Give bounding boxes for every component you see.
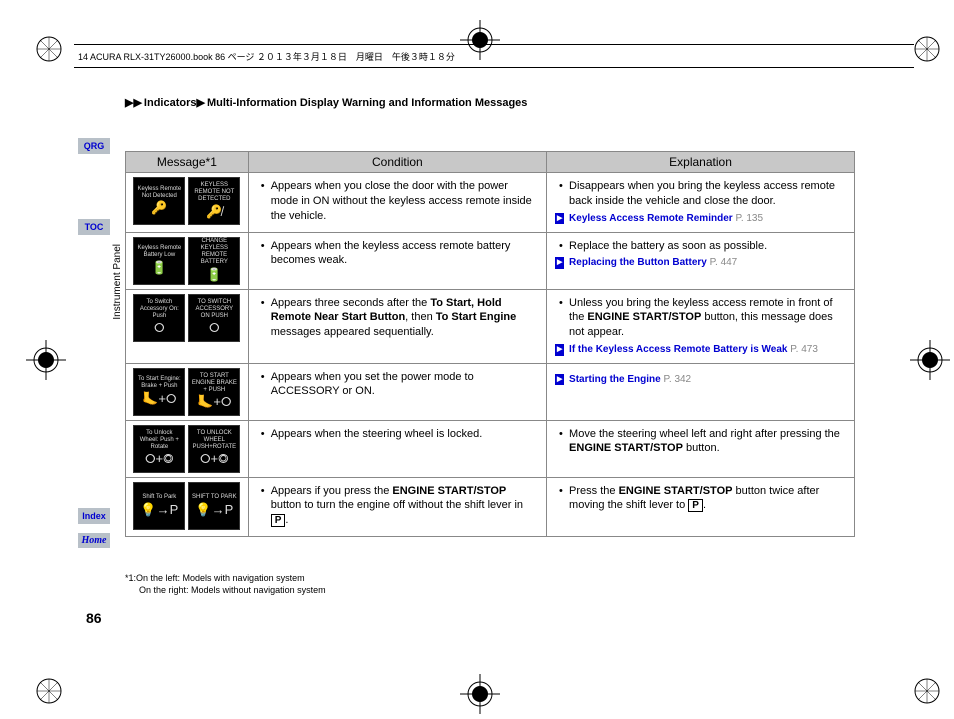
explanation-cell: Disappears when you bring the keyless ac… — [547, 173, 855, 233]
dashboard-message-icon: TO UNLOCK WHEEL PUSH+ROTATE⭘+◎ — [188, 425, 240, 473]
table-row: To Unlock Wheel: Push + Rotate⭘+◎TO UNLO… — [126, 420, 855, 477]
explanation-cell: Replace the battery as soon as possible.… — [547, 232, 855, 289]
col-explanation: Explanation — [547, 152, 855, 173]
dashboard-message-icon: To Unlock Wheel: Push + Rotate⭘+◎ — [133, 425, 185, 473]
dashboard-message-icon: Keyless Remote Battery Low🔋 — [133, 237, 185, 285]
file-header: 14 ACURA RLX-31TY26000.book 86 ページ ２０１３年… — [78, 50, 455, 63]
dashboard-message-icon: TO START ENGINE BRAKE + PUSH🦶+⭘ — [188, 368, 240, 416]
table-row: To Start Engine: Brake + Push🦶+⭘TO START… — [126, 363, 855, 420]
explanation-cell: Move the steering wheel left and right a… — [547, 420, 855, 477]
table-row: Keyless Remote Not Detected🔑KEYLESS REMO… — [126, 173, 855, 233]
explanation-cell: Press the ENGINE START/STOP button twice… — [547, 477, 855, 537]
condition-cell: Appears if you press the ENGINE START/ST… — [248, 477, 546, 537]
home-button[interactable]: Home — [78, 533, 110, 548]
sidebar: QRG TOC Index Home — [78, 138, 113, 548]
condition-cell: Appears three seconds after the To Start… — [248, 289, 546, 363]
crosshair-right — [910, 340, 950, 380]
dashboard-message-icon: To Start Engine: Brake + Push🦶+⭘ — [133, 368, 185, 416]
reg-mark-tr — [912, 34, 942, 64]
message-cell: Shift To Park💡→PSHIFT TO PARK💡→P — [126, 477, 249, 537]
crosshair-bottom — [460, 674, 500, 714]
reg-mark-br — [912, 676, 942, 706]
dashboard-message-icon: TO SWITCH ACCESSORY ON PUSH⭘ — [188, 294, 240, 342]
index-button[interactable]: Index — [78, 508, 110, 524]
cross-reference-link[interactable]: If the Keyless Access Remote Battery is … — [555, 343, 846, 357]
toc-button[interactable]: TOC — [78, 219, 110, 235]
triangle-icon: ▶▶ — [125, 97, 142, 109]
col-message: Message*1 — [126, 152, 249, 173]
dashboard-message-icon: SHIFT TO PARK💡→P — [188, 482, 240, 530]
reg-mark-tl — [34, 34, 64, 64]
section-label: Instrument Panel — [112, 244, 123, 320]
explanation-cell: Starting the Engine P. 342 — [547, 363, 855, 420]
table-row: To Switch Accessory On: Push⭘TO SWITCH A… — [126, 289, 855, 363]
condition-cell: Appears when the keyless access remote b… — [248, 232, 546, 289]
messages-table: Message*1 Condition Explanation Keyless … — [125, 151, 855, 537]
triangle-icon: ▶ — [197, 97, 205, 109]
crosshair-left — [26, 340, 66, 380]
breadcrumb: ▶▶Indicators▶Multi-Information Display W… — [125, 96, 527, 109]
dashboard-message-icon: To Switch Accessory On: Push⭘ — [133, 294, 185, 342]
footnote: *1:On the left: Models with navigation s… — [125, 573, 326, 596]
dashboard-message-icon: KEYLESS REMOTE NOT DETECTED🔑̸ — [188, 177, 240, 225]
message-cell: Keyless Remote Not Detected🔑KEYLESS REMO… — [126, 173, 249, 233]
explanation-cell: Unless you bring the keyless access remo… — [547, 289, 855, 363]
table-row: Keyless Remote Battery Low🔋CHANGE KEYLES… — [126, 232, 855, 289]
cross-reference-link[interactable]: Replacing the Button Battery P. 447 — [555, 256, 846, 270]
message-cell: To Start Engine: Brake + Push🦶+⭘TO START… — [126, 363, 249, 420]
condition-cell: Appears when you set the power mode to A… — [248, 363, 546, 420]
reg-mark-bl — [34, 676, 64, 706]
cross-reference-link[interactable]: Starting the Engine P. 342 — [555, 373, 846, 387]
dashboard-message-icon: Keyless Remote Not Detected🔑 — [133, 177, 185, 225]
condition-cell: Appears when you close the door with the… — [248, 173, 546, 233]
table-row: Shift To Park💡→PSHIFT TO PARK💡→PAppears … — [126, 477, 855, 537]
page-number: 86 — [86, 610, 102, 626]
cross-reference-link[interactable]: Keyless Access Remote Reminder P. 135 — [555, 212, 846, 226]
message-cell: To Switch Accessory On: Push⭘TO SWITCH A… — [126, 289, 249, 363]
dashboard-message-icon: Shift To Park💡→P — [133, 482, 185, 530]
qrg-button[interactable]: QRG — [78, 138, 110, 154]
col-condition: Condition — [248, 152, 546, 173]
message-cell: Keyless Remote Battery Low🔋CHANGE KEYLES… — [126, 232, 249, 289]
message-cell: To Unlock Wheel: Push + Rotate⭘+◎TO UNLO… — [126, 420, 249, 477]
condition-cell: Appears when the steering wheel is locke… — [248, 420, 546, 477]
dashboard-message-icon: CHANGE KEYLESS REMOTE BATTERY🔋 — [188, 237, 240, 285]
